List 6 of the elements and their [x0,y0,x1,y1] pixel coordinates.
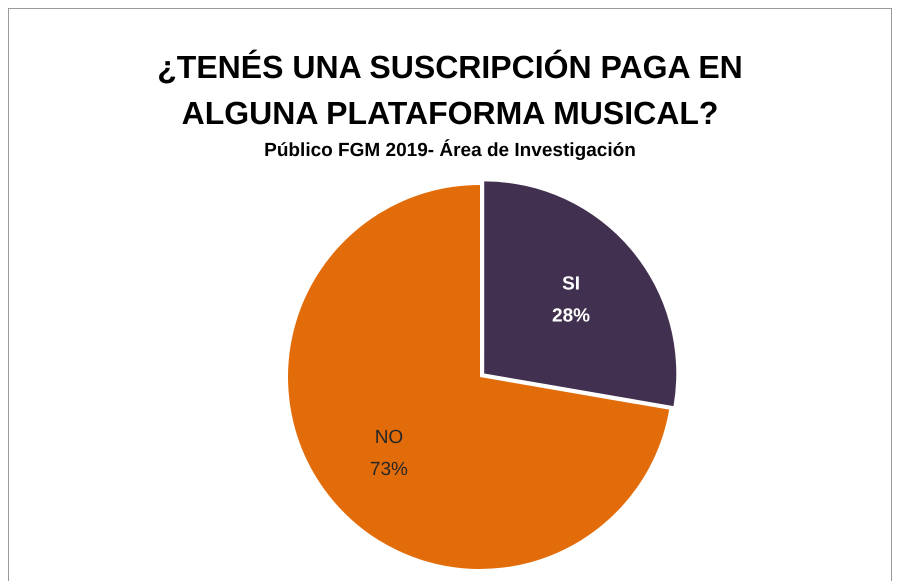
data-label: 73% [370,458,408,480]
data-label: 28% [552,306,590,327]
slice-label: SI [562,274,580,295]
chart-subtitle: Público FGM 2019- Área de Investigación [263,140,637,162]
chart-title: ¿TENÉS UNA SUSCRIPCIÓN PAGA EN ALGUNA PLATAFORMA MUSICAL? [156,48,744,133]
slice-label: NO [374,426,404,448]
